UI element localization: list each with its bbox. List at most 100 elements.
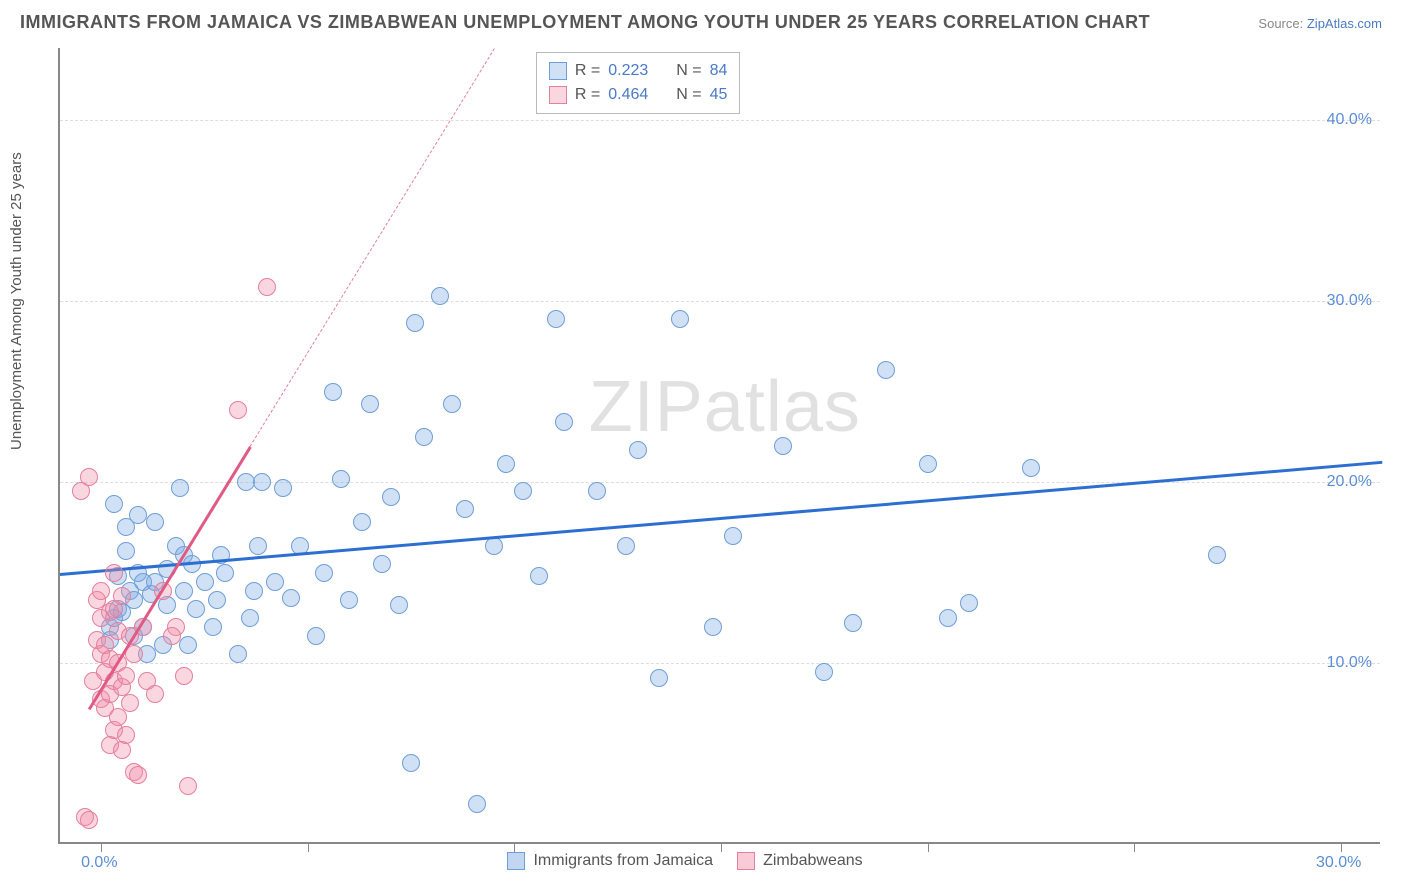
data-point bbox=[179, 777, 197, 795]
data-point bbox=[497, 455, 515, 473]
data-point bbox=[129, 766, 147, 784]
legend-item: Zimbabweans bbox=[737, 852, 863, 870]
legend-swatch bbox=[737, 852, 755, 870]
data-point bbox=[340, 591, 358, 609]
data-point bbox=[1208, 546, 1226, 564]
data-point bbox=[216, 564, 234, 582]
r-value: 0.223 bbox=[608, 59, 648, 83]
data-point bbox=[406, 314, 424, 332]
legend-label: Zimbabweans bbox=[763, 852, 863, 870]
data-point bbox=[415, 428, 433, 446]
n-label: N = bbox=[676, 59, 701, 83]
data-point bbox=[361, 395, 379, 413]
data-point bbox=[402, 754, 420, 772]
data-point bbox=[245, 582, 263, 600]
data-point bbox=[117, 542, 135, 560]
data-point bbox=[844, 614, 862, 632]
data-point bbox=[113, 587, 131, 605]
n-value: 45 bbox=[710, 83, 728, 107]
source-label: Source: bbox=[1258, 16, 1303, 31]
gridline-h bbox=[60, 663, 1380, 664]
data-point bbox=[456, 500, 474, 518]
x-tick-mark bbox=[101, 844, 102, 852]
legend-stat-row: R =0.464N =45 bbox=[549, 83, 728, 107]
data-point bbox=[919, 455, 937, 473]
legend-swatch bbox=[549, 62, 567, 80]
data-point bbox=[815, 663, 833, 681]
data-point bbox=[1022, 459, 1040, 477]
legend-label: Immigrants from Jamaica bbox=[533, 852, 713, 870]
source-link[interactable]: ZipAtlas.com bbox=[1307, 16, 1382, 31]
data-point bbox=[175, 667, 193, 685]
data-point bbox=[187, 600, 205, 618]
data-point bbox=[208, 591, 226, 609]
data-point bbox=[939, 609, 957, 627]
watermark: ZIPatlas bbox=[589, 366, 861, 448]
data-point bbox=[121, 694, 139, 712]
gridline-h bbox=[60, 301, 1380, 302]
x-tick-mark bbox=[514, 844, 515, 852]
x-tick-mark bbox=[1341, 844, 1342, 852]
data-point bbox=[146, 685, 164, 703]
series-legend: Immigrants from Jamaica Zimbabweans bbox=[507, 852, 862, 870]
data-point bbox=[253, 473, 271, 491]
data-point bbox=[877, 361, 895, 379]
data-point bbox=[179, 636, 197, 654]
gridline-h bbox=[60, 120, 1380, 121]
data-point bbox=[105, 495, 123, 513]
data-point bbox=[390, 596, 408, 614]
x-tick-mark bbox=[928, 844, 929, 852]
data-point bbox=[241, 609, 259, 627]
data-point bbox=[629, 441, 647, 459]
data-point bbox=[547, 310, 565, 328]
r-label: R = bbox=[575, 83, 600, 107]
data-point bbox=[258, 278, 276, 296]
data-point bbox=[229, 401, 247, 419]
data-point bbox=[373, 555, 391, 573]
source-credit: Source: ZipAtlas.com bbox=[1258, 16, 1382, 31]
x-tick-mark bbox=[308, 844, 309, 852]
data-point bbox=[704, 618, 722, 636]
data-point bbox=[324, 383, 342, 401]
data-point bbox=[724, 527, 742, 545]
x-tick-label: 30.0% bbox=[1316, 854, 1361, 872]
data-point bbox=[671, 310, 689, 328]
data-point bbox=[146, 513, 164, 531]
correlation-legend: R = 0.223 N = 84R =0.464N =45 bbox=[536, 52, 741, 114]
n-value: 84 bbox=[710, 59, 728, 83]
data-point bbox=[382, 488, 400, 506]
data-point bbox=[468, 795, 486, 813]
legend-swatch bbox=[549, 86, 567, 104]
data-point bbox=[109, 708, 127, 726]
legend-stat-row: R = 0.223 N = 84 bbox=[549, 59, 728, 83]
data-point bbox=[282, 589, 300, 607]
data-point bbox=[175, 582, 193, 600]
data-point bbox=[443, 395, 461, 413]
chart-container: IMMIGRANTS FROM JAMAICA VS ZIMBABWEAN UN… bbox=[0, 0, 1406, 892]
data-point bbox=[514, 482, 532, 500]
data-point bbox=[72, 482, 90, 500]
r-label: R = bbox=[575, 59, 600, 83]
data-point bbox=[307, 627, 325, 645]
x-tick-label: 0.0% bbox=[81, 854, 117, 872]
data-point bbox=[117, 667, 135, 685]
legend-item: Immigrants from Jamaica bbox=[507, 852, 713, 870]
data-point bbox=[353, 513, 371, 531]
y-tick-label: 30.0% bbox=[1327, 292, 1372, 310]
x-tick-mark bbox=[721, 844, 722, 852]
chart-title: IMMIGRANTS FROM JAMAICA VS ZIMBABWEAN UN… bbox=[20, 12, 1150, 33]
data-point bbox=[204, 618, 222, 636]
y-tick-label: 20.0% bbox=[1327, 473, 1372, 491]
data-point bbox=[129, 506, 147, 524]
data-point bbox=[80, 811, 98, 829]
data-point bbox=[229, 645, 247, 663]
data-point bbox=[774, 437, 792, 455]
x-tick-mark bbox=[1134, 844, 1135, 852]
data-point bbox=[92, 582, 110, 600]
trend-line-extrapolated bbox=[250, 48, 495, 447]
data-point bbox=[650, 669, 668, 687]
data-point bbox=[249, 537, 267, 555]
data-point bbox=[315, 564, 333, 582]
y-tick-label: 10.0% bbox=[1327, 654, 1372, 672]
data-point bbox=[588, 482, 606, 500]
